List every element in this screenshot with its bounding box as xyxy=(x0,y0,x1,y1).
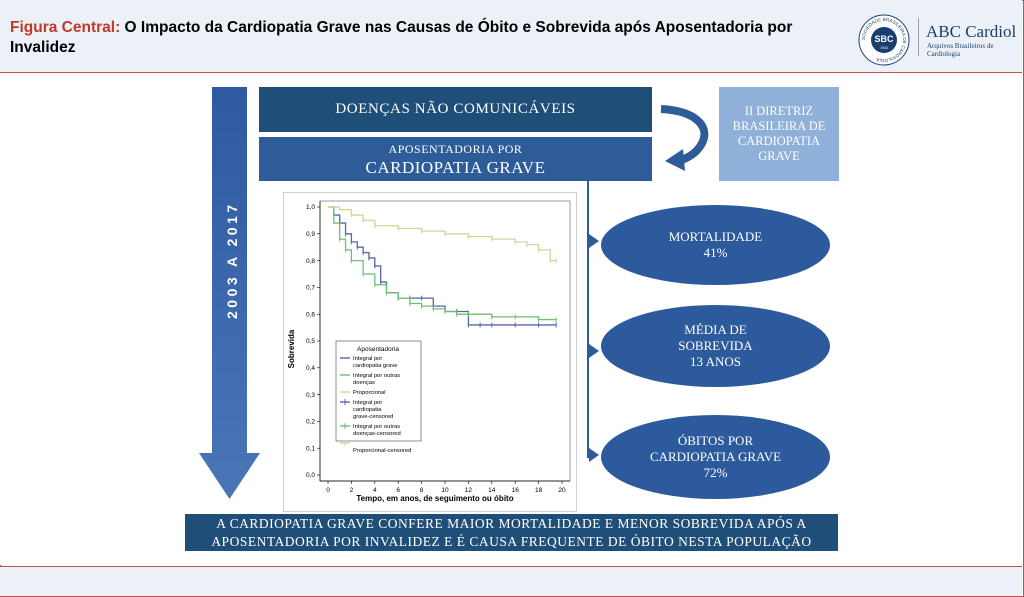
legend-entry-3: Proporcional xyxy=(353,390,386,396)
obitos-ellipse: ÓBITOS POR CARDIOPATIA GRAVE 72% xyxy=(601,415,830,499)
figure-title-text: O Impacto da Cardiopatia Grave nas Causa… xyxy=(10,19,793,56)
diretriz-label: II DIRETRIZ BRASILEIRA DE CARDIOPATIA GR… xyxy=(732,104,826,163)
period-label: 2003 A 2017 xyxy=(224,201,240,319)
legend-entry-4: cardiopatia xyxy=(353,407,382,413)
chart-xlabel: Tempo, em anos, de seguimento ou óbito xyxy=(356,494,513,503)
legend-entry-5: doenças-censored xyxy=(353,431,401,437)
y-tick-label: 0,7 xyxy=(306,285,315,292)
logo-divider xyxy=(918,18,919,56)
y-tick-label: 0,3 xyxy=(306,392,315,399)
dnc-label: DOENÇAS NÃO COMUNICÁVEIS xyxy=(335,101,576,117)
x-tick-label: 16 xyxy=(512,487,520,494)
legend-entry-1: cardiopatia grave xyxy=(353,363,397,369)
x-tick-label: 6 xyxy=(396,487,400,494)
x-tick-label: 18 xyxy=(535,487,543,494)
x-tick-label: 12 xyxy=(465,487,473,494)
conclusion-banner: A CARDIOPATIA GRAVE CONFERE MAIOR MORTAL… xyxy=(185,514,838,551)
y-tick-label: 0,0 xyxy=(306,472,315,479)
x-tick-label: 0 xyxy=(326,487,330,494)
ellipse-1-line2: 41% xyxy=(703,245,728,260)
figure-footer xyxy=(0,566,1022,596)
series-line-2 xyxy=(328,206,557,321)
ellipse-3-line3: 72% xyxy=(703,465,728,480)
series-line-1 xyxy=(328,206,557,326)
conclusion-line1: A CARDIOPATIA GRAVE CONFERE MAIOR MORTAL… xyxy=(216,516,807,531)
legend-entry-5: Integral por outras xyxy=(353,424,400,430)
figure-header: Figura Central: O Impacto da Cardiopatia… xyxy=(0,0,1022,73)
x-tick-label: 4 xyxy=(373,487,377,494)
series-line-3 xyxy=(328,206,557,262)
ellipse-2-line3: 13 ANOS xyxy=(690,354,741,369)
ellipse-2-line2: SOBREVIDA xyxy=(678,338,753,353)
x-tick-label: 2 xyxy=(350,487,354,494)
conclusion-line2: APOSENTADORIA POR INVALIDEZ E É CAUSA FR… xyxy=(211,534,812,549)
legend-entry-2: doenças xyxy=(353,380,375,386)
survival-chart-panel: Sobrevida Tempo, em anos, de seguimento … xyxy=(283,192,577,512)
figure-title-lead: Figura Central: xyxy=(10,19,121,36)
legend-entry-1: Integral por xyxy=(353,356,382,362)
ellipse-3-line1: ÓBITOS POR xyxy=(677,433,754,448)
ellipse-3-line2: CARDIOPATIA GRAVE xyxy=(649,449,782,464)
figure-title: Figura Central: O Impacto da Cardiopatia… xyxy=(10,18,810,58)
chart-ylabel: Sobrevida xyxy=(287,329,296,368)
x-tick-label: 8 xyxy=(420,487,424,494)
legend-entry-4: grave-censored xyxy=(353,414,393,420)
abc-cardiol-subtitle: Arquivos Brasileiros de Cardiologia xyxy=(927,42,994,58)
y-tick-label: 0,4 xyxy=(306,365,315,372)
connector-line xyxy=(587,181,589,458)
legend-title: Aposentadoria xyxy=(357,346,399,353)
connector-arrowhead-2 xyxy=(589,344,599,358)
x-tick-label: 14 xyxy=(488,487,496,494)
y-tick-label: 0,1 xyxy=(306,445,315,452)
legend-entry-6: Proporcional-censored xyxy=(353,448,411,454)
y-tick-label: 0,2 xyxy=(306,419,315,426)
aposentadoria-box: APOSENTADORIA POR CARDIOPATIA GRAVE xyxy=(259,137,652,181)
sbc-seal-logo: SOCIEDADE BRASILEIRA DE CARDIOLOGIA SBC … xyxy=(858,14,910,66)
x-tick-label: 20 xyxy=(558,487,566,494)
sbc-seal-text: SBC xyxy=(874,34,894,44)
connector-arrowhead-1 xyxy=(589,234,599,248)
sbc-seal-year: 1943 xyxy=(880,46,888,50)
x-tick-label: 10 xyxy=(441,487,449,494)
ellipse-1-line1: MORTALIDADE xyxy=(668,229,763,244)
y-tick-label: 0,5 xyxy=(306,338,315,345)
timeline-arrow: 2003 A 2017 xyxy=(199,87,260,499)
aposentadoria-line2: CARDIOPATIA GRAVE xyxy=(365,158,546,177)
figure-body: 2003 A 2017 DOENÇAS NÃO COMUNICÁVEIS APO… xyxy=(0,73,1022,565)
y-tick-label: 0,8 xyxy=(306,258,315,265)
ellipse-2-line1: MÉDIA DE xyxy=(684,322,747,337)
abc-cardiol-logo: ABC Cardiol xyxy=(926,22,1017,41)
survival-chart: Sobrevida Tempo, em anos, de seguimento … xyxy=(287,200,571,503)
legend-entry-2: Integral por outras xyxy=(353,373,400,379)
y-tick-label: 0,9 xyxy=(306,231,315,238)
y-tick-label: 1,0 xyxy=(306,204,315,211)
mortalidade-ellipse: MORTALIDADE 41% xyxy=(601,205,830,285)
aposentadoria-line1: APOSENTADORIA POR xyxy=(388,142,523,156)
curved-arrow-icon xyxy=(660,105,709,171)
connector-arrowhead-3 xyxy=(589,448,599,462)
diretriz-box: II DIRETRIZ BRASILEIRA DE CARDIOPATIA GR… xyxy=(719,87,839,181)
dnc-box: DOENÇAS NÃO COMUNICÁVEIS xyxy=(259,87,652,132)
legend-entry-4: Integral por xyxy=(353,400,382,406)
sobrevida-ellipse: MÉDIA DE SOBREVIDA 13 ANOS xyxy=(601,305,830,387)
y-tick-label: 0,6 xyxy=(306,311,315,318)
